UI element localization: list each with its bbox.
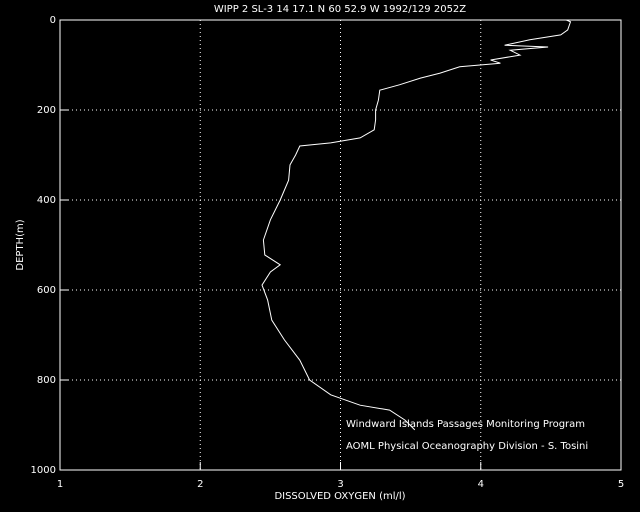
profile-line: [261, 19, 572, 431]
x-axis-label: DISSOLVED OXYGEN (ml/l): [274, 491, 405, 502]
annotation: AOML Physical Oceanography Division - S.…: [346, 441, 588, 452]
y-tick-label: 600: [37, 285, 56, 296]
y-axis-label: DEPTH(m): [15, 219, 26, 270]
x-tick-label: 1: [57, 479, 63, 490]
y-tick-label: 0: [50, 15, 56, 26]
y-tick-label: 800: [37, 375, 56, 386]
chart-title: WIPP 2 SL-3 14 17.1 N 60 52.9 W 1992/129…: [214, 4, 466, 15]
y-tick-label: 400: [37, 195, 56, 206]
x-tick-label: 3: [337, 479, 343, 490]
y-tick-label: 200: [37, 105, 56, 116]
y-tick-label: 1000: [31, 465, 56, 476]
x-tick-label: 5: [618, 479, 624, 490]
x-tick-label: 2: [197, 479, 203, 490]
x-tick-label: 4: [478, 479, 484, 490]
annotation: Windward Islands Passages Monitoring Pro…: [346, 419, 585, 430]
